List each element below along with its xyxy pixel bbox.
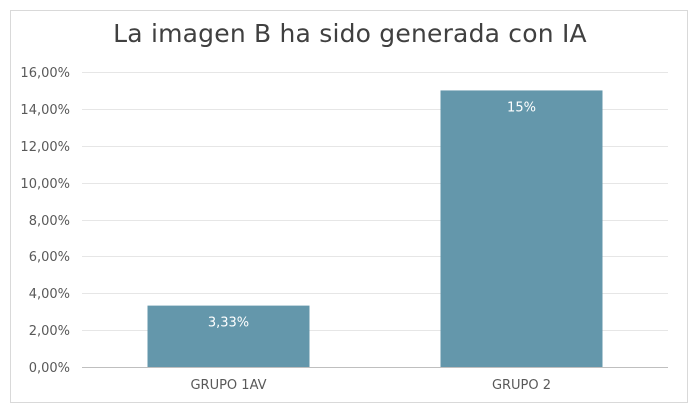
x-category-label: GRUPO 1AV bbox=[190, 378, 266, 393]
bar bbox=[147, 305, 310, 367]
y-tick-label: 6,00% bbox=[29, 250, 70, 265]
y-tick-label: 16,00% bbox=[20, 66, 70, 81]
x-category-label: GRUPO 2 bbox=[492, 378, 551, 393]
y-tick-label: 8,00% bbox=[29, 214, 70, 229]
y-tick-label: 10,00% bbox=[20, 177, 70, 192]
data-label: 3,33% bbox=[208, 316, 249, 331]
y-tick-label: 0,00% bbox=[29, 361, 70, 376]
y-tick-label: 4,00% bbox=[29, 287, 70, 302]
bar bbox=[440, 90, 603, 367]
data-label: 15% bbox=[507, 100, 536, 115]
chart-title: La imagen B ha sido generada con IA bbox=[113, 19, 587, 48]
y-tick-label: 14,00% bbox=[20, 103, 70, 118]
y-tick-label: 2,00% bbox=[29, 324, 70, 339]
y-tick-label: 12,00% bbox=[20, 140, 70, 155]
